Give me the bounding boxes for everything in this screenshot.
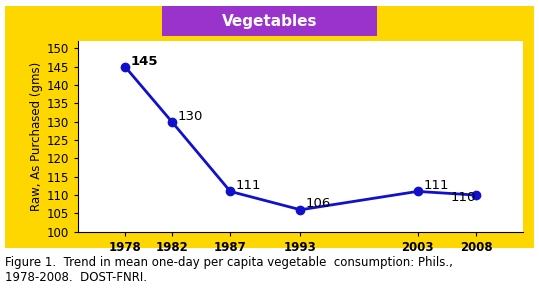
- Text: 145: 145: [130, 55, 158, 68]
- Text: 110: 110: [451, 191, 476, 204]
- Y-axis label: Raw, As Purchased (gms): Raw, As Purchased (gms): [30, 62, 43, 211]
- Text: 111: 111: [423, 179, 448, 191]
- Text: 111: 111: [236, 179, 261, 191]
- Text: 130: 130: [177, 110, 203, 123]
- Text: Figure 1.  Trend in mean one-day per capita vegetable  consumption: Phils.,
1978: Figure 1. Trend in mean one-day per capi…: [5, 256, 453, 284]
- Text: Vegetables: Vegetables: [222, 14, 317, 29]
- Text: 106: 106: [306, 197, 331, 210]
